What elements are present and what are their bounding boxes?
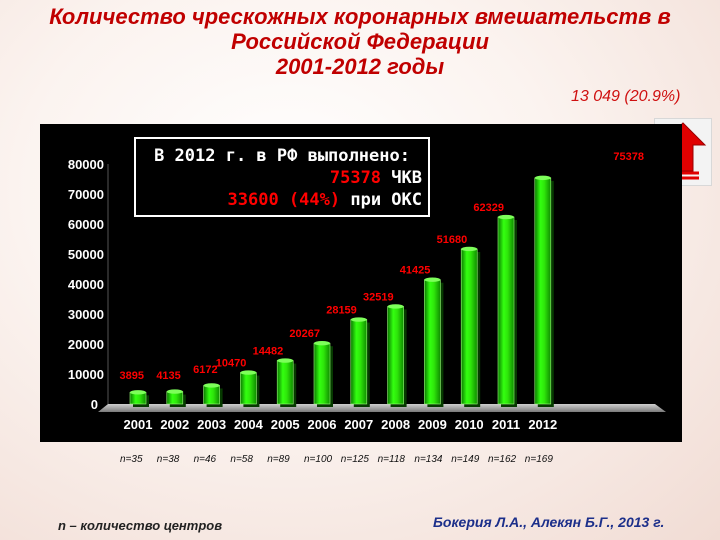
- bar-top: [203, 383, 220, 388]
- summary-box: В 2012 г. в РФ выполнено: 75378 ЧКВ 3360…: [134, 137, 430, 217]
- y-tick-label: 10000: [68, 367, 104, 382]
- bar: [497, 216, 515, 405]
- bar-top: [424, 277, 441, 282]
- centers-count: n=58: [230, 454, 253, 465]
- x-tick-label: 2011: [492, 417, 520, 432]
- acs-pci-text: при ОКС: [340, 190, 422, 210]
- y-tick-label: 70000: [68, 187, 104, 202]
- bar-top: [166, 389, 183, 394]
- bar: [387, 306, 404, 405]
- bar-top: [350, 317, 367, 322]
- x-tick-label: 2008: [381, 417, 410, 432]
- bar-top: [130, 390, 146, 395]
- y-tick-label: 40000: [68, 277, 104, 292]
- data-label: 14482: [253, 346, 284, 358]
- x-tick-label: 2005: [271, 417, 300, 432]
- centers-count: n=125: [340, 454, 369, 465]
- title-line-3: 2001-2012 годы: [275, 54, 445, 79]
- chart-title: Количество чрескожных коронарных вмешате…: [0, 4, 720, 79]
- bar-top: [534, 175, 551, 181]
- data-label: 20267: [289, 328, 320, 340]
- chart-floor: [98, 404, 666, 412]
- data-label: 41425: [400, 265, 431, 277]
- y-tick-label: 80000: [68, 157, 104, 172]
- bar: [276, 360, 294, 405]
- x-tick-label: 2003: [197, 417, 226, 432]
- x-tick-label: 2002: [160, 417, 189, 432]
- title-line-1: Количество чрескожных коронарных вмешате…: [49, 4, 671, 29]
- data-label: 10470: [216, 358, 247, 370]
- centers-count: n=46: [193, 454, 217, 465]
- bar: [350, 319, 368, 405]
- data-label: 62329: [473, 202, 504, 214]
- title-line-2: Российской Федерации: [231, 29, 489, 54]
- y-tick-label: 50000: [68, 247, 104, 262]
- centers-count: n=89: [267, 454, 290, 465]
- centers-count: n=100: [304, 454, 333, 465]
- centers-count: n=38: [156, 454, 180, 465]
- y-tick-label: 30000: [68, 307, 104, 322]
- growth-label: 13 049 (20.9%): [571, 88, 681, 105]
- centers-count: n=118: [377, 454, 405, 465]
- bar-top: [277, 358, 294, 363]
- y-tick-label: 60000: [68, 217, 104, 232]
- bar: [240, 372, 257, 405]
- summary-line-2: 75378 ЧКВ: [142, 167, 422, 189]
- y-tick-label: 0: [91, 397, 98, 412]
- bar: [203, 385, 220, 405]
- x-tick-label: 2007: [344, 417, 373, 432]
- y-tick-label: 20000: [68, 337, 104, 352]
- centers-count: n=134: [414, 454, 443, 465]
- bar-top: [498, 214, 514, 220]
- bar: [313, 342, 331, 405]
- centers-legend-note: n – количество центров: [58, 518, 223, 533]
- bar: [460, 248, 478, 405]
- summary-line-3: 33600 (44%) при ОКС: [142, 189, 422, 211]
- data-label: 32519: [363, 291, 394, 303]
- bar: [424, 279, 441, 405]
- bar: [534, 177, 552, 405]
- bar-top: [461, 246, 478, 252]
- centers-count: n=35: [120, 454, 143, 465]
- data-label: 4135: [156, 370, 180, 382]
- x-tick-label: 2004: [234, 417, 264, 432]
- data-label: 3895: [120, 370, 144, 382]
- data-label: 28159: [326, 305, 357, 317]
- centers-count: n=169: [524, 454, 553, 465]
- centers-count: n=149: [451, 454, 480, 465]
- x-tick-label: 2001: [124, 417, 153, 432]
- centers-count: n=162: [488, 454, 517, 465]
- bar-top: [314, 340, 330, 346]
- data-label: 75378: [613, 151, 644, 163]
- bar-top: [240, 370, 257, 375]
- x-tick-label: 2006: [308, 417, 337, 432]
- total-pci-text: ЧКВ: [381, 168, 422, 188]
- x-tick-label: 2010: [455, 417, 484, 432]
- data-label: 6172: [193, 364, 217, 376]
- total-pci-value: 75378: [329, 168, 382, 188]
- x-tick-label: 2009: [418, 417, 447, 432]
- x-tick-label: 2012: [528, 417, 557, 432]
- bar-top: [387, 304, 404, 309]
- source-citation: Бокерия Л.А., Алекян Б.Г., 2013 г.: [433, 514, 665, 530]
- summary-line-1: В 2012 г. в РФ выполнено:: [154, 146, 410, 166]
- data-label: 51680: [437, 234, 468, 246]
- acs-pci-value: 33600 (44%): [227, 190, 341, 210]
